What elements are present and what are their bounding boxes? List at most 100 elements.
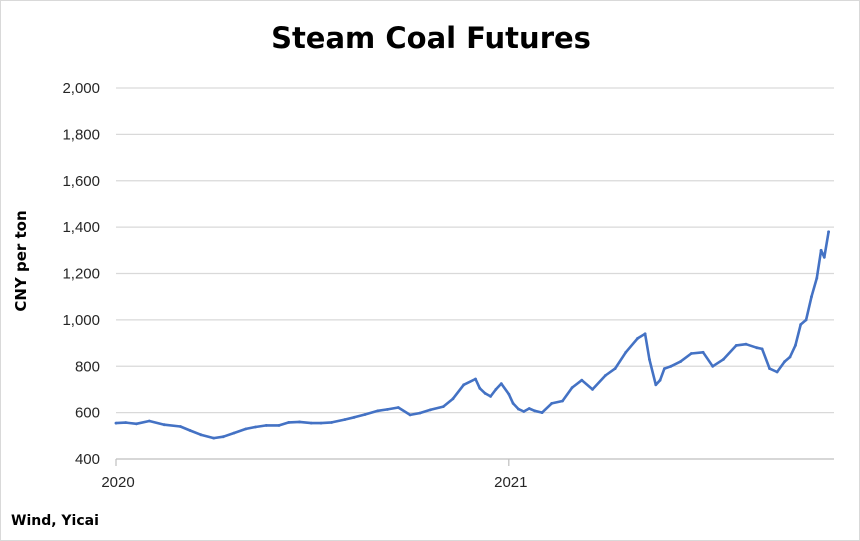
data-point	[827, 230, 830, 234]
data-point	[804, 318, 808, 322]
data-point	[613, 367, 617, 370]
data-point	[775, 370, 779, 374]
data-point	[254, 425, 257, 429]
y-tick-label: 1,200	[62, 266, 100, 283]
data-point	[264, 424, 268, 427]
data-point	[451, 397, 455, 401]
x-tick-label: 2020	[101, 474, 134, 491]
data-point	[580, 378, 584, 382]
data-point	[478, 386, 482, 390]
data-point	[221, 435, 225, 439]
y-tick-label: 1,800	[62, 126, 100, 143]
data-point	[511, 402, 515, 405]
data-point	[679, 360, 682, 363]
data-point	[689, 352, 693, 355]
data-point	[135, 422, 138, 426]
data-point	[386, 408, 389, 411]
data-point	[822, 255, 826, 259]
y-tick-label: 1,400	[62, 219, 100, 236]
data-point	[147, 419, 151, 423]
data-point	[114, 421, 118, 425]
data-point	[643, 332, 647, 336]
data-point	[783, 360, 786, 363]
y-tick-label: 800	[75, 358, 100, 375]
data-point	[408, 413, 412, 417]
data-point	[489, 395, 492, 398]
data-point	[819, 248, 823, 252]
data-point	[794, 344, 797, 347]
data-point	[810, 295, 813, 299]
data-point	[188, 429, 192, 432]
data-point	[376, 409, 380, 413]
data-point	[799, 323, 803, 326]
data-point	[507, 392, 511, 396]
data-point	[494, 388, 498, 391]
data-point	[540, 411, 544, 414]
data-point	[277, 424, 281, 427]
data-point	[663, 367, 666, 370]
data-point	[462, 383, 466, 387]
chart-title: Steam Coal Futures	[271, 21, 591, 55]
data-point	[561, 399, 564, 403]
data-point	[550, 402, 554, 405]
data-point	[298, 420, 301, 424]
data-point	[570, 386, 574, 389]
y-tick-labels: 400 600 800 1,000 1,200 1,400 1,600 1,800 2,000	[62, 80, 100, 468]
grid-lines	[116, 87, 834, 460]
y-tick-label: 400	[75, 451, 100, 468]
data-point	[788, 355, 792, 359]
data-point	[418, 411, 422, 415]
y-tick-label: 1,000	[62, 312, 100, 329]
data-point	[636, 337, 639, 340]
data-point	[624, 350, 628, 354]
data-point	[179, 425, 182, 428]
data-point	[604, 374, 607, 377]
data-point	[711, 364, 715, 368]
x-axis-ticks: 2020 2021	[101, 459, 527, 491]
data-point	[669, 364, 673, 368]
data-point	[744, 342, 748, 346]
data-point	[309, 421, 313, 425]
data-point	[483, 392, 487, 395]
data-point	[527, 407, 531, 410]
data-point	[212, 436, 216, 440]
data-point	[755, 346, 759, 350]
data-point	[533, 409, 536, 413]
data-point	[734, 344, 738, 347]
data-point	[522, 410, 526, 413]
data-point	[591, 388, 594, 391]
data-point	[474, 377, 477, 381]
data-point	[162, 423, 166, 427]
data-point	[517, 407, 520, 411]
data-point	[244, 427, 248, 431]
data-point	[287, 421, 291, 424]
y-tick-label: 1,600	[62, 173, 100, 190]
data-point	[396, 406, 400, 409]
data-point	[658, 378, 662, 382]
data-point	[199, 433, 203, 437]
data-point	[343, 418, 346, 421]
data-point	[429, 408, 432, 412]
data-point	[232, 431, 236, 435]
data-point	[815, 276, 819, 280]
y-tick-label: 600	[75, 405, 100, 422]
data-point	[330, 421, 334, 424]
data-point	[363, 413, 367, 416]
source-note: Wind, Yicai	[11, 513, 99, 529]
series-line-0	[114, 230, 830, 440]
data-point	[441, 405, 445, 408]
y-tick-label: 2,000	[62, 80, 100, 97]
x-tick-label: 2021	[494, 474, 527, 491]
data-point	[768, 367, 771, 370]
data-point	[124, 421, 128, 424]
data-point	[499, 382, 503, 385]
data-point	[648, 357, 651, 361]
data-point	[352, 415, 356, 419]
data-point	[319, 421, 323, 425]
series-group	[114, 230, 830, 440]
data-point	[760, 347, 764, 351]
data-point	[722, 357, 725, 361]
data-point	[701, 350, 705, 354]
